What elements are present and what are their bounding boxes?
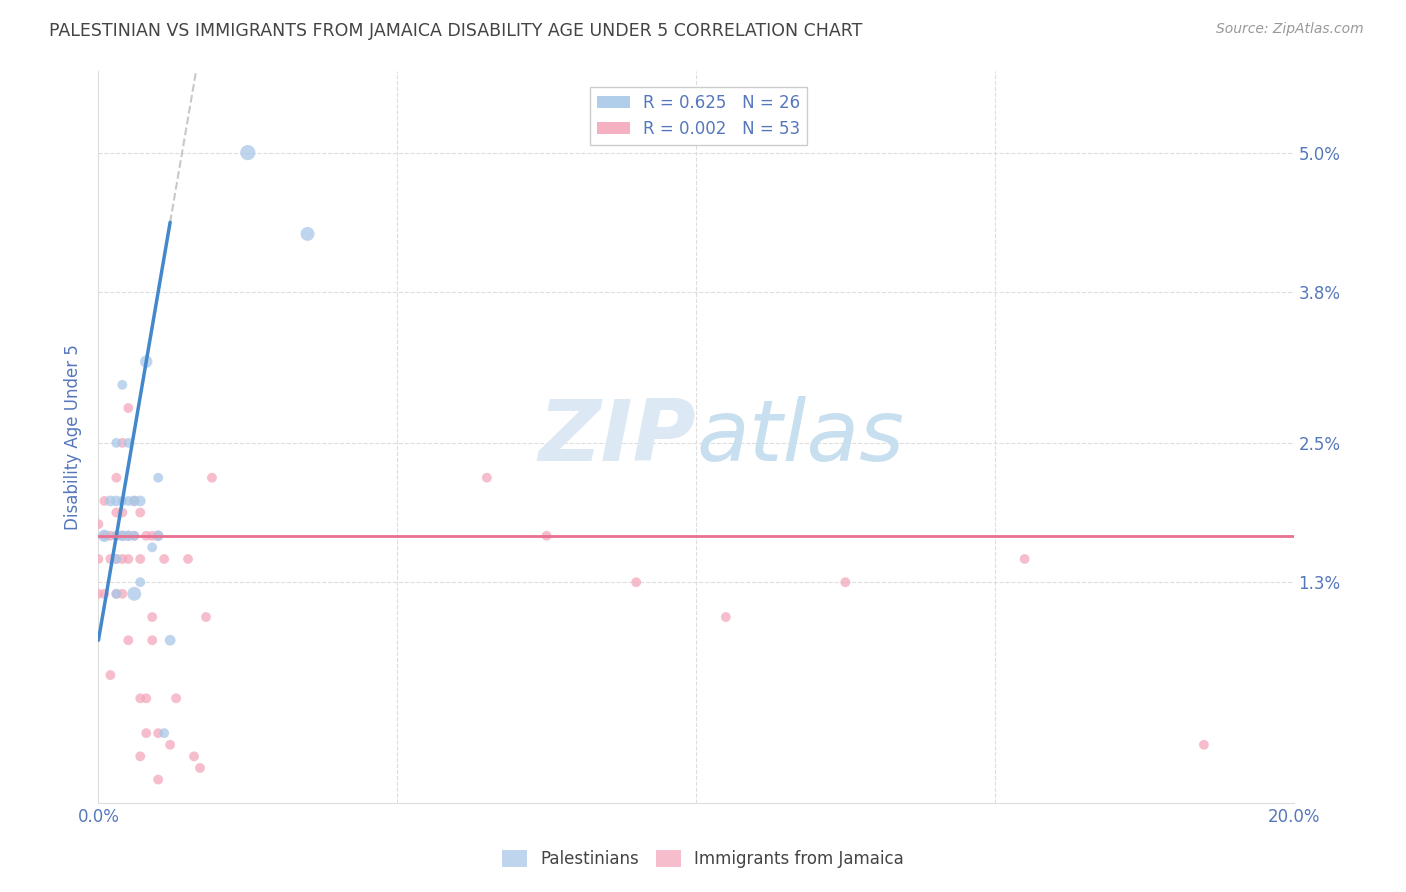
Point	[153, 726, 176, 740]
Point	[117, 529, 139, 543]
Point	[834, 575, 856, 590]
Point	[87, 587, 110, 601]
Point	[297, 227, 319, 241]
Point	[159, 738, 181, 752]
Point	[111, 494, 134, 508]
Point	[129, 552, 152, 566]
Point	[141, 633, 163, 648]
Point	[93, 529, 115, 543]
Point	[626, 575, 648, 590]
Point	[98, 529, 122, 543]
Point	[148, 529, 170, 543]
Point	[129, 749, 152, 764]
Point	[117, 529, 139, 543]
Point	[105, 471, 128, 485]
Point	[165, 691, 187, 706]
Point	[148, 772, 170, 787]
Y-axis label: Disability Age Under 5: Disability Age Under 5	[65, 344, 83, 530]
Point	[117, 633, 139, 648]
Point	[124, 529, 146, 543]
Point	[98, 668, 122, 682]
Point	[98, 494, 122, 508]
Point	[111, 529, 134, 543]
Point	[105, 587, 128, 601]
Point	[177, 552, 200, 566]
Point	[111, 377, 134, 392]
Point	[105, 552, 128, 566]
Point	[117, 401, 139, 415]
Point	[1014, 552, 1036, 566]
Point	[98, 552, 122, 566]
Point	[124, 529, 146, 543]
Point	[135, 354, 157, 368]
Point	[135, 691, 157, 706]
Point	[714, 610, 737, 624]
Point	[105, 529, 128, 543]
Text: Source: ZipAtlas.com: Source: ZipAtlas.com	[1216, 22, 1364, 37]
Point	[148, 726, 170, 740]
Point	[148, 529, 170, 543]
Point	[111, 529, 134, 543]
Point	[188, 761, 211, 775]
Point	[1192, 738, 1215, 752]
Point	[124, 494, 146, 508]
Point	[141, 529, 163, 543]
Point	[117, 552, 139, 566]
Point	[148, 471, 170, 485]
Point	[236, 145, 259, 160]
Point	[201, 471, 224, 485]
Text: PALESTINIAN VS IMMIGRANTS FROM JAMAICA DISABILITY AGE UNDER 5 CORRELATION CHART: PALESTINIAN VS IMMIGRANTS FROM JAMAICA D…	[49, 22, 863, 40]
Point	[105, 587, 128, 601]
Point	[93, 587, 115, 601]
Point	[153, 552, 176, 566]
Point	[141, 541, 163, 555]
Point	[124, 494, 146, 508]
Point	[195, 610, 218, 624]
Point	[475, 471, 498, 485]
Point	[124, 587, 146, 601]
Point	[111, 587, 134, 601]
Text: ZIP: ZIP	[538, 395, 696, 479]
Point	[105, 552, 128, 566]
Point	[129, 691, 152, 706]
Point	[117, 436, 139, 450]
Point	[93, 529, 115, 543]
Point	[129, 494, 152, 508]
Point	[129, 575, 152, 590]
Point	[135, 529, 157, 543]
Text: atlas: atlas	[696, 395, 904, 479]
Point	[93, 494, 115, 508]
Point	[111, 506, 134, 520]
Point	[87, 517, 110, 532]
Point	[105, 436, 128, 450]
Point	[129, 506, 152, 520]
Point	[105, 494, 128, 508]
Point	[159, 633, 181, 648]
Point	[536, 529, 558, 543]
Point	[111, 436, 134, 450]
Point	[111, 552, 134, 566]
Point	[117, 494, 139, 508]
Point	[105, 506, 128, 520]
Point	[141, 610, 163, 624]
Legend: R = 0.625   N = 26, R = 0.002   N = 53: R = 0.625 N = 26, R = 0.002 N = 53	[591, 87, 807, 145]
Point	[183, 749, 205, 764]
Point	[105, 529, 128, 543]
Point	[135, 726, 157, 740]
Point	[87, 552, 110, 566]
Legend: Palestinians, Immigrants from Jamaica: Palestinians, Immigrants from Jamaica	[495, 843, 911, 875]
